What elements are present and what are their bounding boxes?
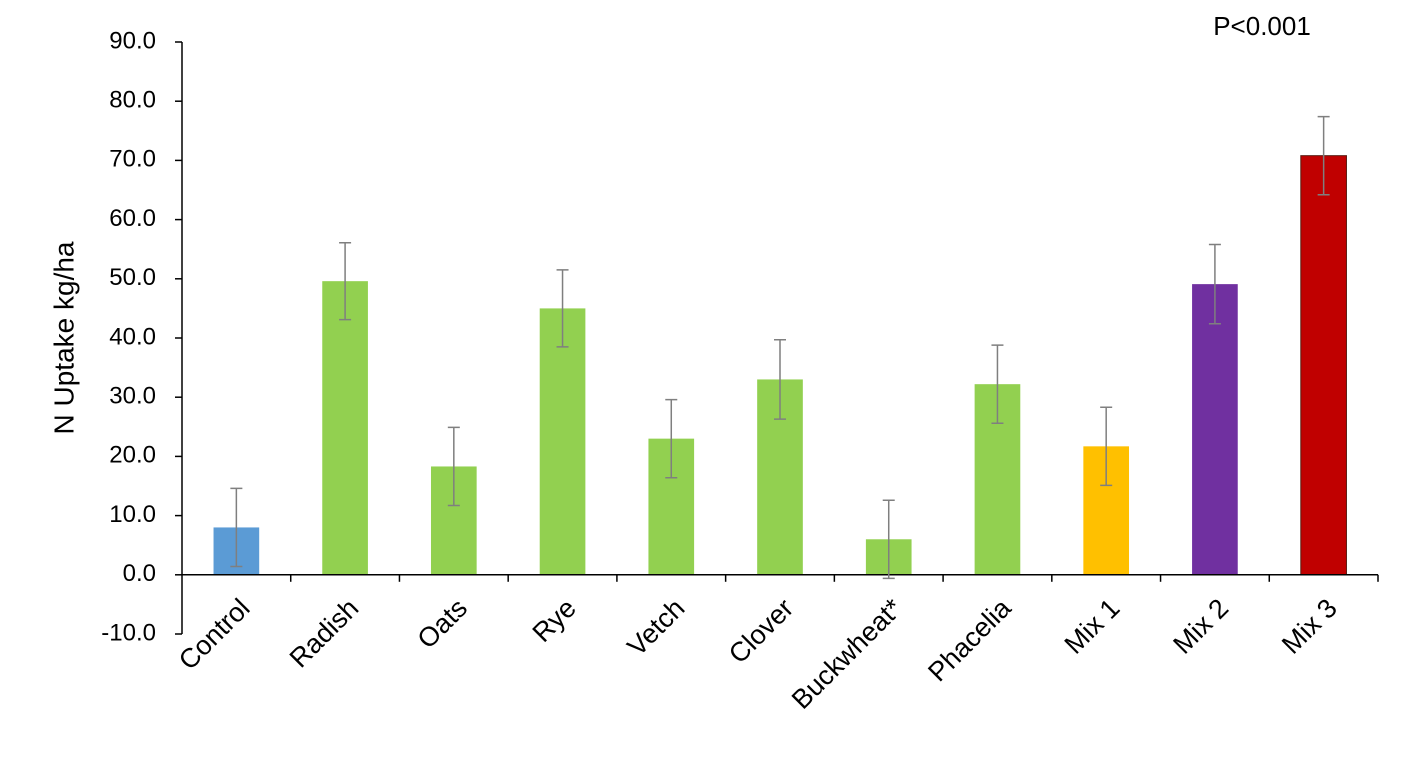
y-tick-label: 0.0 <box>123 560 156 587</box>
error-bar <box>1100 406 1113 487</box>
y-tick-label: 20.0 <box>109 442 156 469</box>
x-tick-label: Vetch <box>622 593 691 662</box>
x-tick-label: Mix 2 <box>1167 593 1234 660</box>
y-tick-label: 70.0 <box>109 146 156 173</box>
error-bar <box>882 499 895 580</box>
x-tick-label: Rye <box>527 593 582 648</box>
x-tick-label: Clover <box>723 593 799 669</box>
error-bar <box>556 269 569 348</box>
y-tick-label: 90.0 <box>109 27 156 54</box>
y-tick-label: 30.0 <box>109 383 156 410</box>
bar <box>322 281 368 575</box>
error-bar <box>665 398 678 479</box>
bar <box>539 308 586 575</box>
bar <box>1300 155 1347 576</box>
error-bar <box>230 487 243 568</box>
error-bar <box>1208 243 1221 325</box>
y-axis-label: N Uptake kg/ha <box>48 241 79 434</box>
y-tick-label: 10.0 <box>109 501 156 528</box>
error-bar <box>1317 115 1330 196</box>
y-tick-label: 80.0 <box>109 87 156 114</box>
x-tick-label: Oats <box>412 593 474 655</box>
y-tick-label: 40.0 <box>109 323 156 350</box>
x-tick-label: Buckwheat* <box>786 593 908 715</box>
y-tick-label: -10.0 <box>101 619 156 646</box>
annotation: P<0.001 <box>1213 11 1311 41</box>
error-bar <box>447 426 460 507</box>
error-bar <box>991 344 1004 424</box>
x-tick-label: Phacelia <box>922 592 1017 687</box>
x-tick-label: Radish <box>284 593 365 674</box>
x-tick-label: Control <box>173 593 256 676</box>
error-bar <box>339 241 352 321</box>
error-bar <box>774 339 786 420</box>
y-tick-label: 60.0 <box>109 205 156 232</box>
bar <box>1192 284 1238 575</box>
y-tick-label: 50.0 <box>109 264 156 291</box>
x-tick-label: Mix 1 <box>1059 593 1126 660</box>
x-tick-label: Mix 3 <box>1276 593 1343 660</box>
